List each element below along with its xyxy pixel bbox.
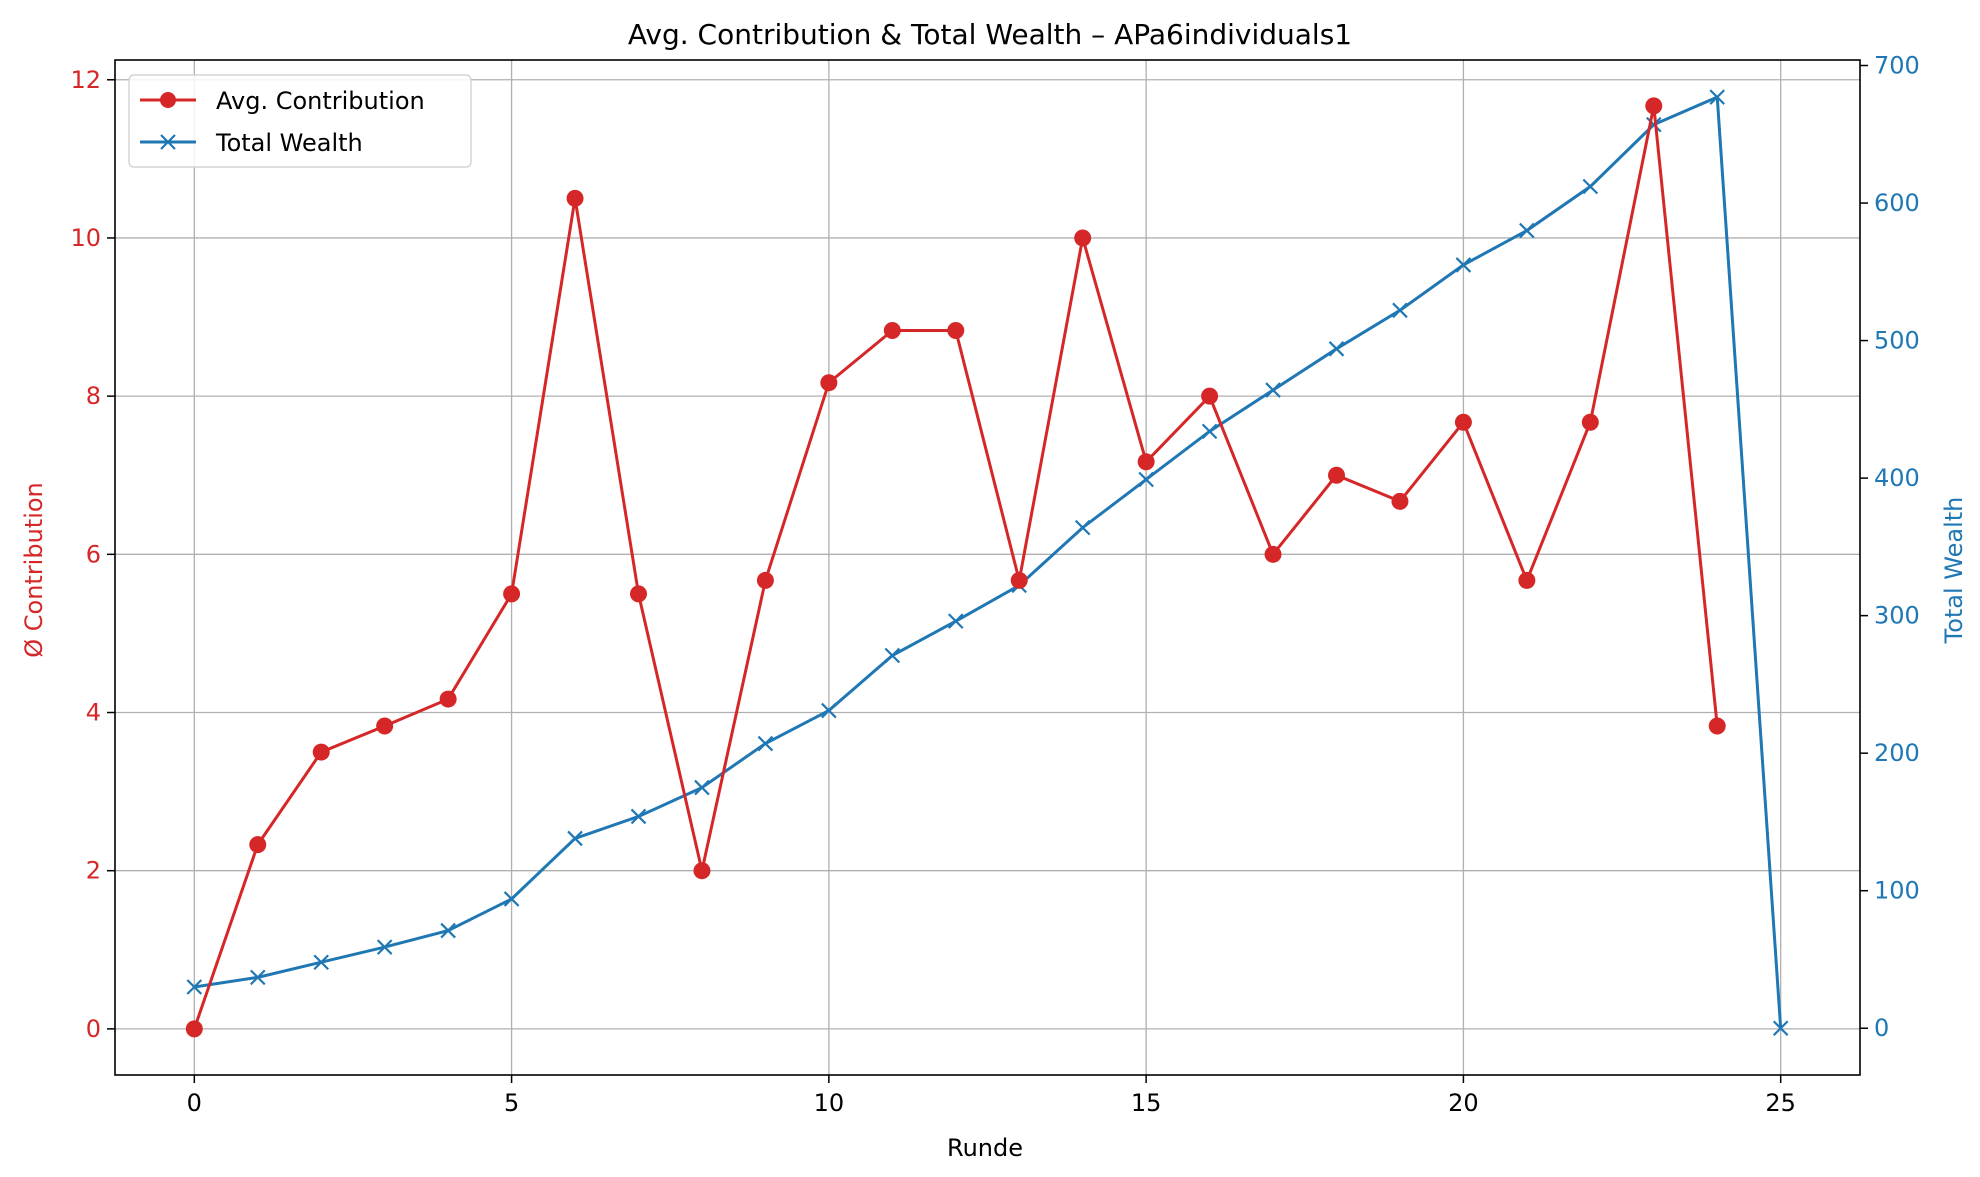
- avg-contribution-point: [566, 189, 584, 207]
- avg-contribution-point: [820, 374, 838, 392]
- x-tick-label: 10: [814, 1089, 845, 1117]
- avg-contribution-point: [1518, 571, 1536, 589]
- series-avg-contribution: [185, 97, 1726, 1038]
- avg-contribution-point: [439, 690, 457, 708]
- x-tick-label: 5: [504, 1089, 519, 1117]
- right-y-tick-label: 300: [1874, 602, 1920, 630]
- left-y-tick-label: 0: [86, 1015, 101, 1043]
- avg-contribution-point: [1581, 413, 1599, 431]
- total-wealth-point: [694, 779, 710, 796]
- left-y-tick-label: 2: [86, 857, 101, 885]
- avg-contribution-point: [312, 743, 330, 761]
- total-wealth-point: [1138, 471, 1154, 488]
- series-total-wealth: [186, 89, 1789, 1037]
- left-y-axis-label: Ø Contribution: [20, 482, 48, 658]
- avg-contribution-point: [756, 571, 774, 589]
- right-y-tick-label: 200: [1874, 739, 1920, 767]
- x-tick-label: 0: [187, 1089, 202, 1117]
- total-wealth-point: [1519, 222, 1535, 239]
- left-y-tick-label: 12: [70, 66, 101, 94]
- total-wealth-point: [1328, 341, 1345, 357]
- left-y-axis-ticks: 0 2 4 6 8 10 12: [70, 66, 115, 1043]
- x-tick-label: 25: [1765, 1089, 1796, 1117]
- total-wealth-point: [1074, 519, 1091, 536]
- avg-contribution-point: [376, 717, 394, 735]
- right-y-axis-ticks: 0 100 200 300 400 500 600 700: [1860, 52, 1920, 1042]
- left-y-tick-label: 6: [86, 540, 101, 568]
- x-axis-ticks: 0 5 10 15 20 25: [187, 1075, 1796, 1117]
- avg-contribution-point: [1264, 545, 1282, 563]
- right-y-tick-label: 400: [1874, 464, 1920, 492]
- total-wealth-point: [1265, 382, 1281, 398]
- avg-contribution-point: [249, 836, 267, 854]
- grid: [115, 60, 1860, 1075]
- legend-marker-contribution: [160, 92, 176, 108]
- right-y-tick-label: 500: [1874, 327, 1920, 355]
- total-wealth-point: [1455, 257, 1472, 273]
- right-y-tick-label: 600: [1874, 189, 1920, 217]
- total-wealth-point: [503, 891, 520, 907]
- total-wealth-point: [1392, 302, 1408, 319]
- avg-contribution-point: [693, 862, 711, 880]
- right-y-tick-label: 700: [1874, 52, 1920, 80]
- right-y-tick-label: 0: [1874, 1014, 1889, 1042]
- left-y-tick-label: 10: [70, 224, 101, 252]
- avg-contribution-point: [1391, 492, 1409, 510]
- legend-marker-wealth: [160, 134, 176, 150]
- total-wealth-point: [249, 969, 266, 986]
- total-wealth-point: [186, 979, 203, 995]
- total-wealth-point: [884, 647, 901, 664]
- total-wealth-point: [630, 808, 647, 825]
- legend-box: [128, 74, 472, 168]
- total-wealth-point: [947, 613, 964, 629]
- total-wealth-point: [376, 939, 393, 955]
- total-wealth-point: [1709, 89, 1726, 105]
- chart-title: Avg. Contribution & Total Wealth – APa6i…: [628, 18, 1352, 51]
- legend-label-contribution: Avg. Contribution: [216, 87, 425, 115]
- total-wealth-point: [1201, 423, 1218, 440]
- total-wealth-point: [1772, 1020, 1789, 1037]
- x-axis-label: Runde: [947, 1134, 1023, 1162]
- avg-contribution-point: [947, 321, 965, 339]
- legend-label-wealth: Total Wealth: [215, 129, 363, 157]
- total-wealth-point: [757, 735, 774, 752]
- total-wealth-point: [440, 922, 456, 939]
- x-tick-label: 15: [1131, 1089, 1162, 1117]
- legend: Avg. Contribution Total Wealth: [128, 74, 472, 168]
- avg-contribution-point: [1010, 571, 1028, 589]
- total-wealth-point: [1582, 178, 1599, 195]
- total-wealth-line: [194, 94, 1783, 1029]
- x-tick-label: 20: [1448, 1089, 1479, 1117]
- total-wealth-point: [821, 702, 837, 719]
- right-y-axis-label: Total Wealth: [1940, 497, 1968, 645]
- avg-contribution-point: [1328, 466, 1345, 484]
- left-y-tick-label: 8: [86, 382, 101, 410]
- plot-frame: [114, 59, 1861, 1076]
- avg-contribution-point: [1074, 229, 1092, 247]
- left-y-tick-label: 4: [86, 699, 101, 727]
- avg-contribution-point: [1454, 413, 1472, 431]
- right-y-tick-label: 100: [1874, 877, 1920, 905]
- avg-contribution-point: [185, 1020, 203, 1038]
- avg-contribution-point: [1201, 387, 1219, 405]
- avg-contribution-point: [883, 321, 901, 339]
- avg-contribution-point: [1137, 453, 1155, 471]
- avg-contribution-point: [503, 585, 521, 603]
- total-wealth-point: [313, 954, 330, 970]
- avg-contribution-point: [1645, 97, 1663, 115]
- avg-contribution-point: [630, 585, 647, 603]
- total-wealth-point: [567, 830, 583, 847]
- avg-contribution-point: [1708, 717, 1726, 735]
